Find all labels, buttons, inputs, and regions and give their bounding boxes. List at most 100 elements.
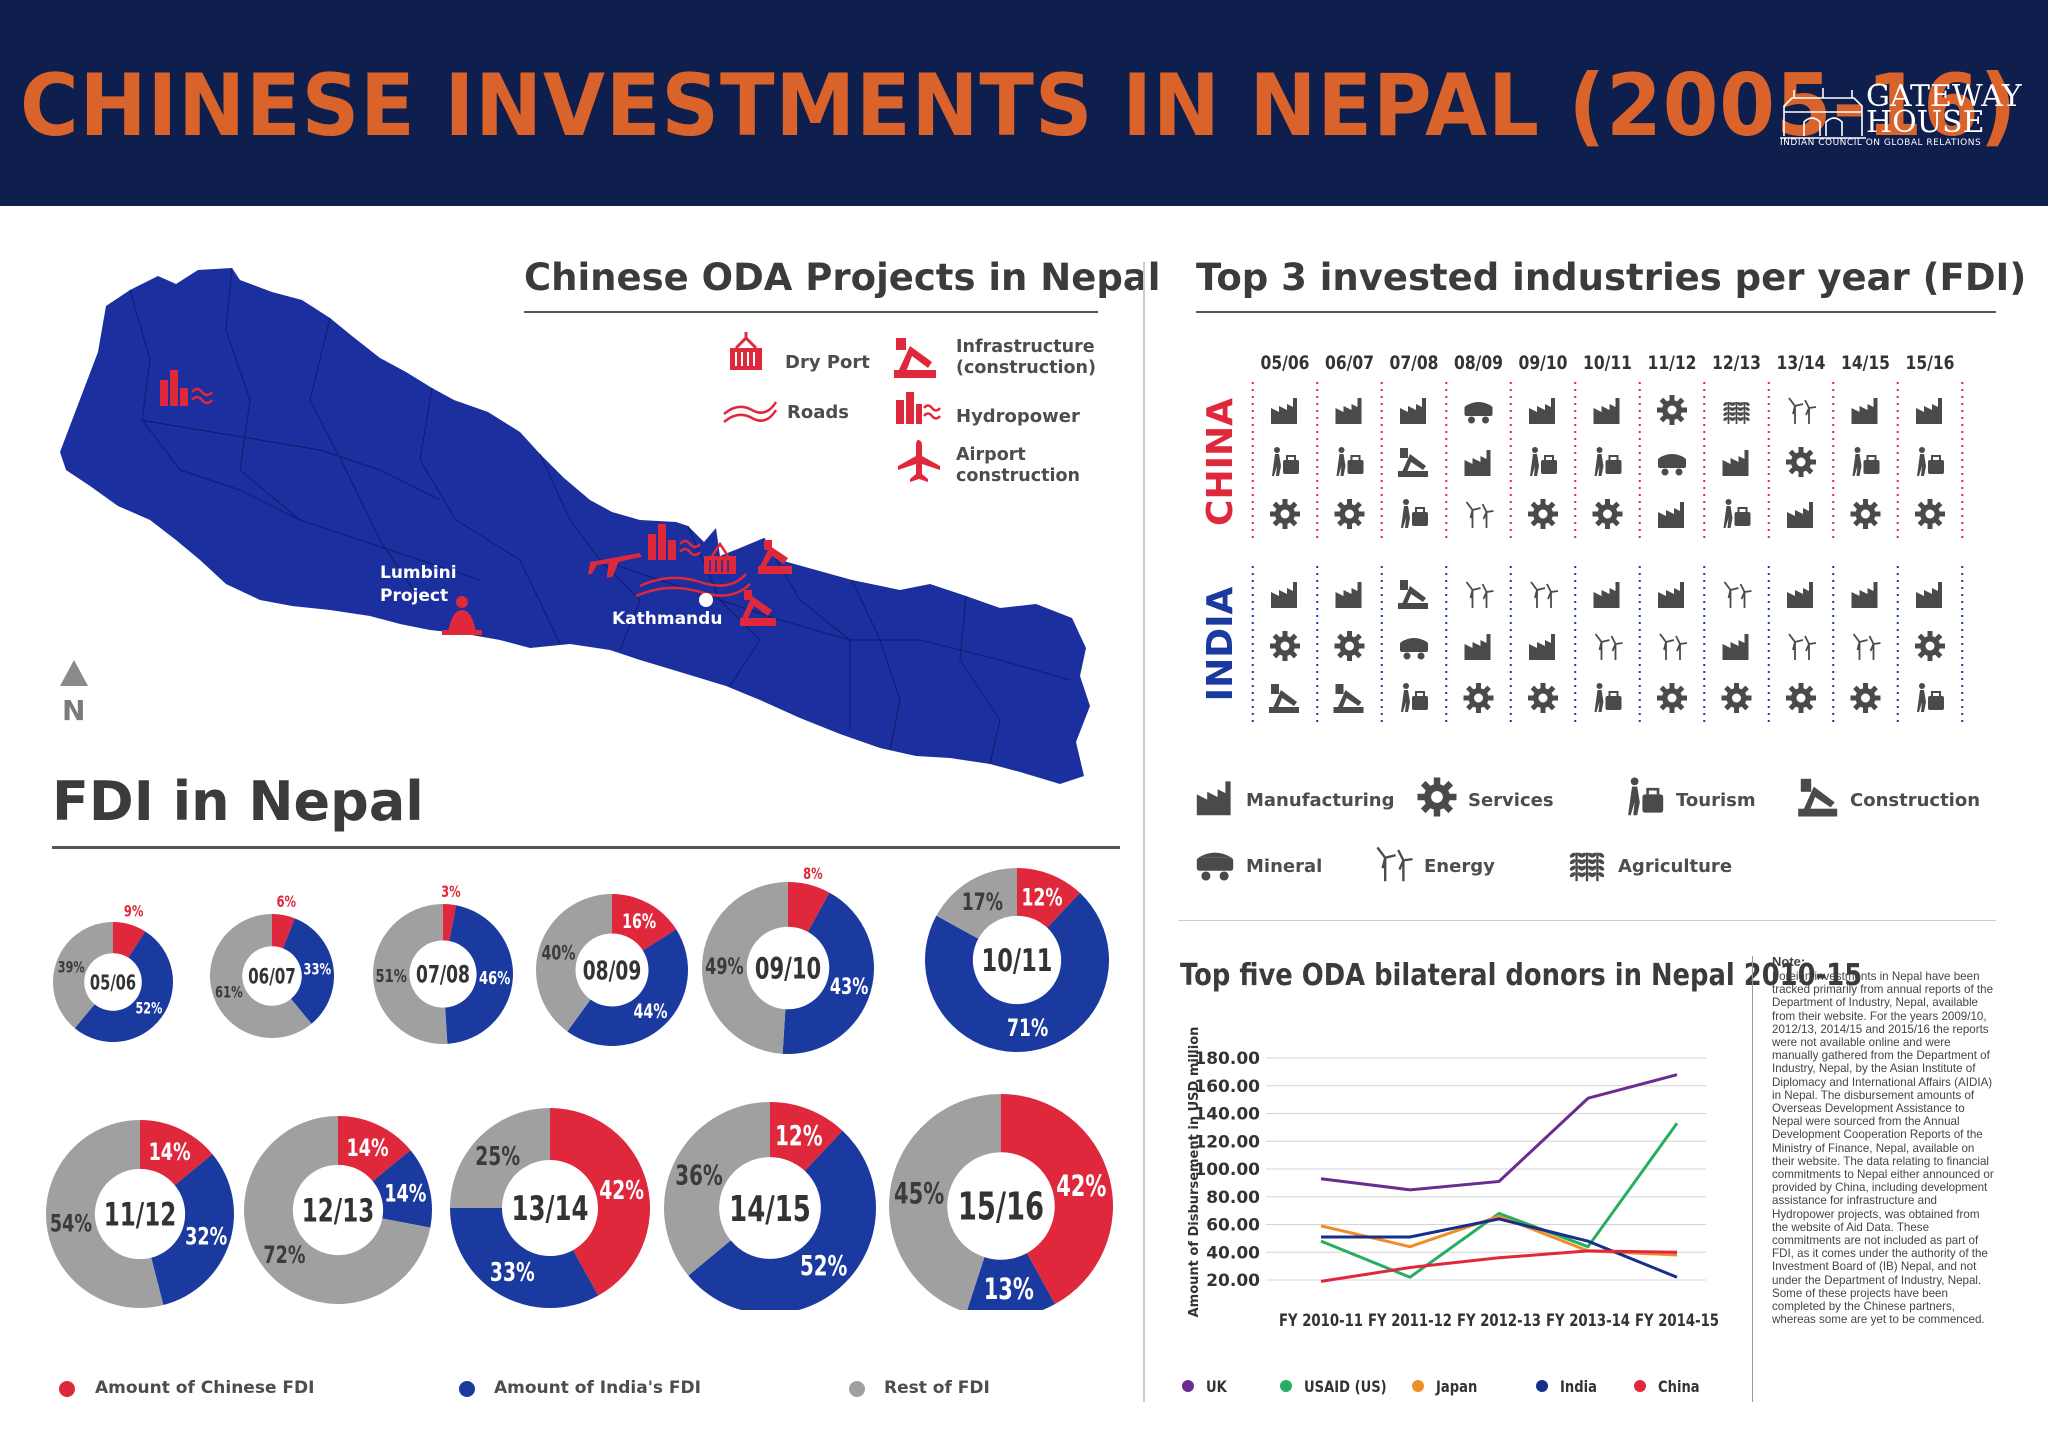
donut-slice-china [770,1102,843,1171]
north-label: N [62,694,86,727]
donut-value-china: 6% [276,893,296,911]
india-services-icon [1528,683,1558,713]
donut-slice-india [967,1253,1055,1310]
donut-slice-rest [535,894,612,1032]
donut-value-india: 46% [479,967,510,989]
india-energy-icon [1723,581,1752,608]
china-agriculture-icon [1723,402,1750,424]
oda-map-title: Chinese ODA Projects in Nepal [524,256,1161,299]
donut-09-10: 8% 43% 49% 09/10 [701,865,874,1054]
india-construction-icon [1269,684,1299,713]
donut-year-label: 12/13 [302,1192,374,1230]
fdi-title-rule [52,846,1120,849]
india-services-icon [1270,631,1300,661]
agriculture-legend-label: Agriculture [1618,856,1733,877]
legend-label: UK [1206,1378,1227,1397]
india-services-icon [1786,683,1816,713]
india-services-icon [1915,631,1945,661]
legend-india-label: Amount of India's FDI [494,1378,701,1398]
donut-14-15: 12% 52% 36%14/15 [664,1102,876,1310]
india-manufacturing-icon [1916,582,1942,608]
manufacturing-legend-label: Manufacturing [1246,790,1395,811]
donut-value-rest: 40% [541,943,575,966]
india-manufacturing-icon [1271,582,1297,608]
donut-slice-china [113,922,146,958]
legend-dot [1280,1380,1292,1392]
donut-value-rest: 39% [58,959,85,977]
donut-slice-rest [936,868,1017,939]
mineral-legend-label: Mineral [1246,856,1323,877]
legend-china-dot [59,1381,75,1397]
year-header-10-11: 10/11 [1583,353,1632,375]
y-tick-label: 160.00 [1194,1077,1260,1097]
china-tourism-icon [1401,499,1428,528]
china-manufacturing-icon [1722,450,1749,476]
donut-slice-china [612,894,677,951]
legend-dot [1182,1380,1194,1392]
y-axis-label: Amount of Disbursement in USD million [1187,1027,1202,1318]
china-manufacturing-icon [1787,502,1813,528]
donut-slice-rest [243,1116,431,1304]
year-header-08-09: 08/09 [1454,353,1503,375]
donut-value-rest: 61% [215,984,243,1002]
china-energy-icon [1465,501,1494,528]
donut-value-china: 3% [441,883,461,901]
fdi-donut-charts: 9% 52% 39% 05/06 6% 33% 61% 06/07 3% 46% 51% 07/08 1… [46,865,1114,1310]
donut-year-label: 11/12 [104,1196,176,1234]
donut-slice-india [924,892,1109,1052]
india-construction-icon [1333,684,1364,713]
india-construction-icon [1398,580,1428,609]
donut-slice-china [1017,868,1080,928]
donut-13-14: 42% 33% 25% 13/14 [450,1108,650,1308]
india-manufacturing-icon [1787,582,1813,608]
china-services-icon [1270,499,1300,529]
china-mineral-icon [1658,454,1686,476]
china-manufacturing-icon [1400,398,1426,424]
year-header-15-16: 15/16 [1905,353,1954,375]
donut-06-07: 6% 33% 61% 06/07 [210,893,335,1038]
india-row-label: INDIA [1200,587,1241,702]
y-tick-label: 120.00 [1194,1132,1260,1152]
tourism-legend-icon [1628,777,1664,816]
china-services-icon [1786,447,1816,477]
india-manufacturing-icon [1722,634,1749,660]
dry-port-icon [730,332,762,370]
india-manufacturing-icon [1335,582,1362,608]
donut-slice-rest [888,1094,1001,1310]
india-manufacturing-icon [1658,582,1684,608]
donut-value-india: 33% [303,961,331,979]
donut-05-06: 9% 52% 39% 05/06 [52,903,173,1042]
donut-slice-china [443,904,457,941]
donut-year-label: 13/14 [511,1189,588,1228]
china-tourism-icon [1594,447,1622,476]
y-tick-label: 100.00 [1194,1160,1260,1180]
india-energy-icon [1852,633,1881,660]
series-line-uk [1320,1073,1678,1192]
year-header-13-14: 13/14 [1776,353,1825,375]
china-tourism-icon [1852,447,1880,476]
legend-label: India [1560,1378,1597,1397]
legend-rest-label: Rest of FDI [884,1378,990,1398]
india-services-icon [1334,631,1365,661]
donut-year-label: 14/15 [729,1189,811,1230]
donut-value-india: 14% [384,1180,426,1209]
china-manufacturing-icon [1916,398,1942,424]
india-manufacturing-icon [1529,634,1555,660]
china-mineral-icon [1464,402,1493,424]
legend-label: USAID (US) [1304,1378,1387,1397]
roads-marker [635,573,751,598]
china-services-icon [1657,395,1687,425]
services-legend-label: Services [1468,790,1554,811]
airport-marker [587,552,643,578]
legend-india-dot [459,1381,475,1397]
nepal-map [60,267,1090,784]
china-tourism-icon [1336,447,1364,476]
donut-slice-china [338,1116,411,1182]
year-header-14-15: 14/15 [1841,353,1890,375]
india-tourism-icon [1594,683,1622,712]
donut-slice-rest [52,922,113,1029]
y-tick-label: 180.00 [1194,1049,1260,1069]
india-energy-icon [1465,581,1494,608]
donut-slice-china [1001,1094,1114,1305]
oda-title-rule [524,311,1098,313]
